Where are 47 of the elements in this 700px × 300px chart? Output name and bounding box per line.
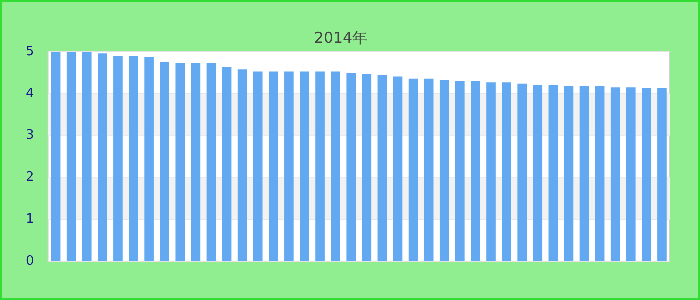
bar xyxy=(533,85,543,262)
y-tick-label: 2 xyxy=(26,170,34,186)
bar xyxy=(66,52,76,262)
y-tick-label: 4 xyxy=(26,86,34,102)
y-tick-label: 5 xyxy=(26,44,34,60)
bar xyxy=(393,76,403,262)
bar xyxy=(580,86,590,262)
bar xyxy=(160,62,170,262)
y-tick-label: 1 xyxy=(26,212,34,227)
bar xyxy=(486,82,496,262)
y-tick-label: 0 xyxy=(26,254,34,269)
bar xyxy=(362,74,372,262)
bar xyxy=(440,80,450,262)
bar xyxy=(548,85,558,262)
bar xyxy=(518,84,528,262)
bar xyxy=(626,88,636,262)
bar xyxy=(268,72,278,262)
bar xyxy=(114,56,123,262)
bar xyxy=(206,63,216,262)
bar xyxy=(378,75,388,262)
bar xyxy=(129,56,138,262)
bar xyxy=(144,57,154,262)
bar xyxy=(191,63,201,262)
chart-subtitle: 2014年 xyxy=(314,28,368,47)
bar xyxy=(98,54,108,262)
bar xyxy=(82,52,92,262)
bar xyxy=(300,72,310,262)
bar xyxy=(658,88,667,262)
y-tick-label: 3 xyxy=(26,128,34,144)
bar xyxy=(502,82,512,262)
bar xyxy=(471,81,480,262)
bar xyxy=(51,52,61,262)
bar xyxy=(456,81,465,262)
bar xyxy=(222,67,232,262)
bar xyxy=(331,72,340,262)
bar xyxy=(316,72,325,262)
bar xyxy=(238,70,248,262)
bar xyxy=(176,63,186,262)
bar xyxy=(595,86,605,262)
bar xyxy=(346,72,356,262)
bar xyxy=(408,78,418,262)
bar xyxy=(642,88,652,262)
bar xyxy=(284,72,294,262)
bar xyxy=(610,88,620,262)
bar xyxy=(564,86,574,262)
bar xyxy=(253,72,263,262)
bar xyxy=(424,78,434,262)
